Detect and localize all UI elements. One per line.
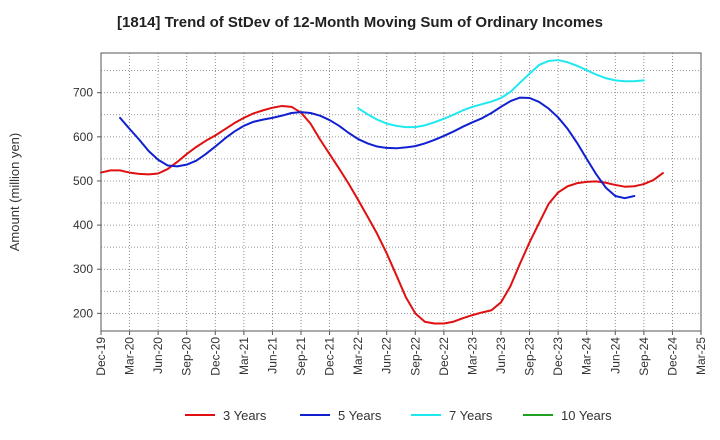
x-tick-label: Dec-21: [323, 337, 337, 376]
x-tick-label: Sep-21: [294, 337, 308, 376]
y-tick-label: 400: [73, 218, 93, 232]
y-tick-label: 200: [73, 306, 93, 320]
legend-label-3-years: 3 Years: [223, 408, 267, 423]
x-tick-label: Mar-25: [694, 337, 708, 375]
chart-title: [1814] Trend of StDev of 12-Month Moving…: [117, 14, 603, 31]
x-tick-label: Mar-23: [465, 337, 479, 375]
x-tick-label: Mar-21: [237, 337, 251, 375]
y-axis-title: Amount (million yen): [7, 133, 22, 252]
x-tick-label: Jun-24: [608, 337, 622, 374]
x-tick-label: Sep-23: [523, 337, 537, 376]
series-layer: [100, 59, 664, 325]
x-tick-label: Dec-20: [208, 337, 222, 376]
legend-label-10-years: 10 Years: [561, 408, 612, 423]
x-tick-label: Dec-19: [94, 337, 108, 376]
y-tick-label: 600: [73, 130, 93, 144]
plot-frame: [100, 52, 702, 332]
x-tick-label: Dec-23: [551, 337, 565, 376]
x-tick-label: Mar-20: [123, 337, 137, 375]
x-tick-label: Dec-24: [665, 337, 679, 376]
y-tick-label: 500: [73, 174, 93, 188]
legend-label-5-years: 5 Years: [338, 408, 382, 423]
x-tick-label: Mar-24: [580, 337, 594, 375]
x-tick-label: Jun-23: [494, 337, 508, 374]
y-tick-labels: 200 300 400 500 600 700: [73, 86, 101, 320]
y-tick-label: 300: [73, 262, 93, 276]
legend-label-7-years: 7 Years: [449, 408, 493, 423]
series-line-7-years: [357, 59, 645, 129]
x-tick-label: Dec-22: [437, 337, 451, 376]
y-tick-label: 700: [73, 86, 93, 100]
x-tick-label: Sep-24: [637, 337, 651, 376]
x-tick-labels: Dec-19 Mar-20 Jun-20 Sep-20 Dec-20 Mar-21 Jun-…: [94, 331, 708, 376]
legend: 3 Years 5 Years 7 Years 10 Years: [185, 408, 612, 423]
x-tick-label: Jun-21: [265, 337, 279, 374]
series-line-5-years: [119, 96, 636, 200]
x-tick-label: Jun-20: [151, 337, 165, 374]
x-tick-label: Jun-22: [380, 337, 394, 374]
x-tick-label: Sep-20: [180, 337, 194, 376]
x-tick-label: Sep-22: [408, 337, 422, 376]
grid-layer: [101, 53, 701, 331]
series-line-3-years: [100, 104, 664, 325]
x-tick-label: Mar-22: [351, 337, 365, 375]
